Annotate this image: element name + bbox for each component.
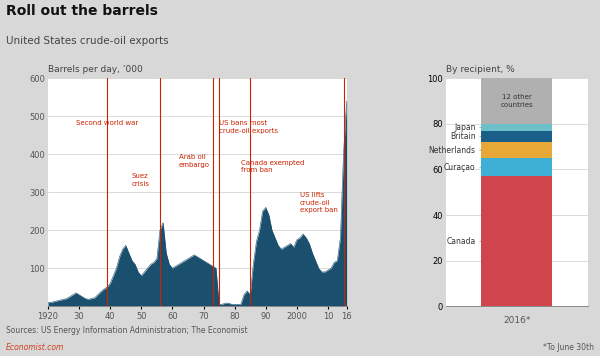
Bar (481, 124, 553, 131)
Text: Barrels per day, ’000: Barrels per day, ’000 (48, 65, 143, 74)
Text: Sources: US Energy Information Administration; The Economist: Sources: US Energy Information Administr… (6, 326, 248, 335)
Text: 12 other
countries: 12 other countries (500, 94, 533, 108)
Text: United States crude-oil exports: United States crude-oil exports (6, 36, 169, 46)
Text: Japan: Japan (454, 123, 476, 132)
Text: US bans most
crude-oil exports: US bans most crude-oil exports (219, 120, 278, 134)
Text: US lifts
crude-oil
export ban: US lifts crude-oil export ban (300, 192, 338, 213)
Bar (481, 131, 553, 142)
Bar (481, 176, 553, 306)
Text: Canada: Canada (446, 237, 476, 246)
Text: Canada exempted
from ban: Canada exempted from ban (241, 160, 304, 173)
Text: Britain: Britain (450, 132, 476, 141)
Text: Economist.com: Economist.com (6, 344, 64, 352)
Text: By recipient, %: By recipient, % (446, 65, 515, 74)
Text: Roll out the barrels: Roll out the barrels (6, 4, 158, 17)
Bar (481, 158, 553, 176)
Text: Arab oil
embargo: Arab oil embargo (179, 154, 209, 168)
Text: Suez
crisis: Suez crisis (132, 173, 150, 187)
Text: *To June 30th: *To June 30th (543, 344, 594, 352)
Text: Netherlands: Netherlands (428, 146, 476, 155)
Text: Curaçao: Curaçao (444, 163, 476, 172)
Text: Second world war: Second world war (76, 120, 138, 126)
Bar (481, 78, 553, 124)
Bar (481, 142, 553, 158)
